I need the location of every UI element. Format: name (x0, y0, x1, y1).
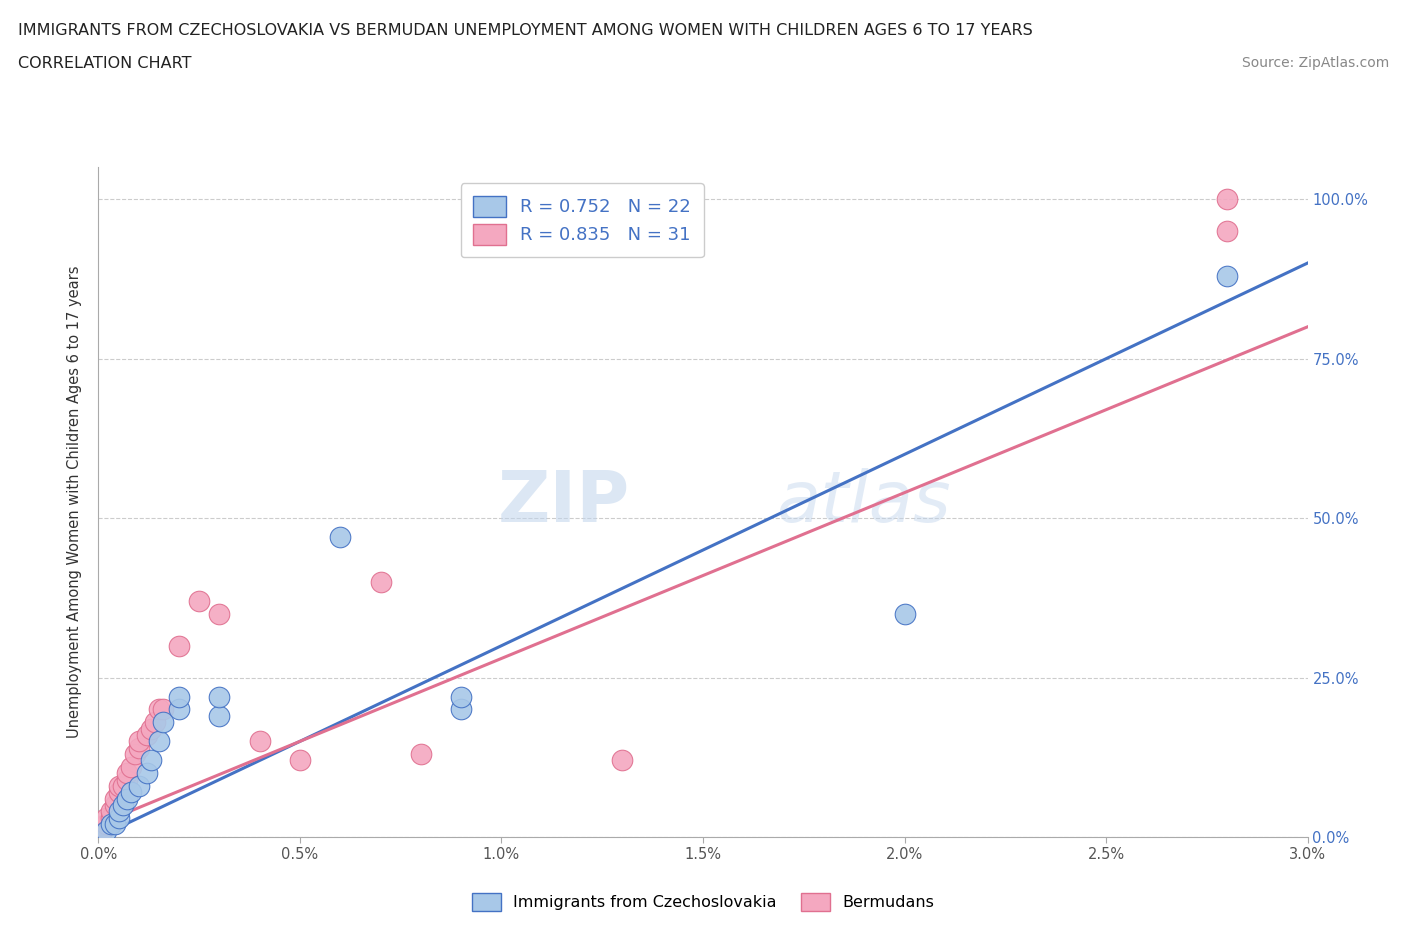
Point (143, 715, 166, 730)
Point (107, 810, 129, 825)
Point (96, 817, 118, 831)
Point (107, 804, 129, 819)
Point (128, 734, 150, 749)
Point (103, 798, 125, 813)
Point (103, 817, 125, 831)
Point (96, 823, 118, 838)
Point (167, 702, 190, 717)
Point (208, 709, 231, 724)
Text: atlas: atlas (776, 468, 950, 537)
Text: ZIP: ZIP (498, 468, 630, 537)
Point (152, 702, 174, 717)
Point (115, 772, 138, 787)
Point (120, 760, 142, 775)
Point (167, 689, 190, 704)
Point (107, 778, 129, 793)
Point (152, 715, 174, 730)
Point (148, 734, 170, 749)
Y-axis label: Unemployment Among Women with Children Ages 6 to 17 years: Unemployment Among Women with Children A… (67, 266, 83, 738)
Point (139, 753, 162, 768)
Point (288, 753, 311, 768)
Point (612, 753, 634, 768)
Point (208, 606, 231, 621)
Point (128, 740, 150, 755)
Point (100, 817, 122, 831)
Point (249, 734, 271, 749)
Text: IMMIGRANTS FROM CZECHOSLOVAKIA VS BERMUDAN UNEMPLOYMENT AMONG WOMEN WITH CHILDRE: IMMIGRANTS FROM CZECHOSLOVAKIA VS BERMUD… (18, 23, 1033, 38)
Point (120, 785, 142, 800)
Point (188, 593, 211, 608)
Point (111, 798, 134, 813)
Point (208, 689, 231, 704)
Point (450, 689, 472, 704)
Point (100, 804, 122, 819)
Point (409, 747, 432, 762)
Point (115, 791, 138, 806)
Point (111, 778, 134, 793)
Point (135, 727, 157, 742)
Point (148, 702, 170, 717)
Text: CORRELATION CHART: CORRELATION CHART (18, 56, 191, 71)
Point (103, 791, 125, 806)
Point (450, 702, 472, 717)
Point (128, 778, 150, 793)
Point (139, 721, 162, 736)
Point (1216, 224, 1239, 239)
Point (329, 530, 352, 545)
Point (1216, 269, 1239, 284)
Text: Source: ZipAtlas.com: Source: ZipAtlas.com (1241, 56, 1389, 70)
Point (135, 765, 157, 780)
Point (115, 765, 138, 780)
Point (91, 823, 114, 838)
Point (167, 638, 190, 653)
Point (100, 810, 122, 825)
Point (1216, 192, 1239, 206)
Legend: R = 0.752   N = 22, R = 0.835   N = 31: R = 0.752 N = 22, R = 0.835 N = 31 (461, 183, 703, 258)
Point (370, 575, 392, 590)
Legend: Immigrants from Czechoslovakia, Bermudans: Immigrants from Czechoslovakia, Bermudan… (465, 886, 941, 917)
Point (124, 747, 146, 762)
Point (96, 810, 118, 825)
Point (893, 606, 915, 621)
Point (107, 785, 129, 800)
